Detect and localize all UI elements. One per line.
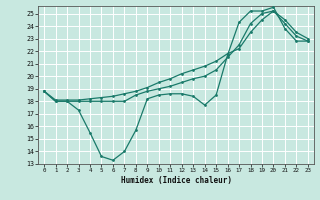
X-axis label: Humidex (Indice chaleur): Humidex (Indice chaleur) [121,176,231,185]
